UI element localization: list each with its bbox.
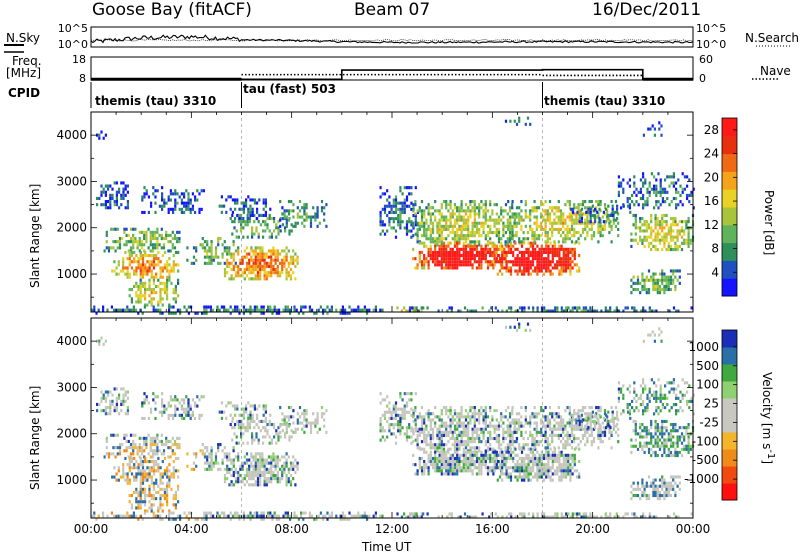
velocity-colorbar-ticklabel-6: -500 — [692, 453, 719, 467]
velocity-colorbar-swatch-2 — [722, 449, 737, 467]
velocity-colorbar-ticklabel-0: 1000 — [688, 340, 719, 354]
power-panel-cells — [91, 112, 695, 315]
xtick-label-5: 20:00 — [575, 522, 610, 536]
noise-ytick-left-bottom: 10^0 — [58, 38, 88, 51]
frequency-series — [91, 68, 693, 81]
velocity-ytick-1: 2000 — [56, 427, 87, 441]
power-colorbar-ticklabel-5: 24 — [704, 147, 719, 161]
noise-sky-series — [90, 34, 694, 44]
power-colorbar-ticklabel-2: 12 — [704, 218, 719, 232]
velocity-ytick-3: 4000 — [56, 334, 87, 348]
power-colorbar-swatch-9 — [722, 118, 737, 137]
freq-panel-frame — [90, 56, 694, 81]
velocity-colorbar-swatch-6 — [722, 381, 737, 399]
velocity-colorbar-swatch-4 — [722, 415, 737, 433]
xtick-label-1: 04:00 — [174, 522, 209, 536]
power-colorbar-swatch-7 — [722, 153, 737, 172]
velocity-colorbar-swatch-3 — [722, 432, 737, 450]
power-colorbar-swatch-2 — [722, 242, 737, 261]
power-colorbar-swatch-1 — [722, 260, 737, 279]
velocity-colorbar-ticklabel-7: -1000 — [684, 472, 719, 486]
velocity-colorbar-frame — [721, 329, 738, 501]
velocity-colorbar-swatch-5 — [722, 398, 737, 416]
velocity-panel-cells — [91, 318, 695, 521]
freq-ytick-bottom: 8 — [79, 72, 86, 85]
nave-ytick-bottom: 0 — [699, 72, 706, 85]
power-colorbar-label: Power [dB] — [762, 190, 776, 256]
freq-ytick-top: 18 — [72, 53, 86, 66]
velocity-colorbar-ticklabel-3: 25 — [704, 397, 719, 411]
noise-ytick-right-bottom: 10^0 — [696, 38, 726, 51]
power-colorbar-swatch-8 — [722, 135, 737, 155]
nave-ytick-top: 60 — [699, 53, 713, 66]
power-ylabel: Slant Range [km] — [28, 183, 42, 288]
velocity-colorbar-ticklabel-4: -25 — [699, 415, 719, 429]
power-colorbar-swatch-4 — [722, 207, 737, 226]
cpid-mode-1: themis (tau) 3310 — [95, 94, 217, 108]
velocity-ylabel: Slant Range [km] — [28, 385, 42, 490]
noise-search-series — [90, 39, 694, 42]
velocity-colorbar-swatch-1 — [722, 466, 737, 484]
power-colorbar-swatch-6 — [722, 171, 737, 190]
power-colorbar-ticklabel-3: 16 — [704, 194, 719, 208]
velocity-colorbar-ticklabel-1: 500 — [696, 359, 719, 373]
nsearch-label: N.Search — [745, 31, 800, 45]
cpid-label: CPID — [8, 86, 41, 100]
power-colorbar-swatch-0 — [722, 278, 737, 297]
velocity-ytick-2: 3000 — [56, 380, 87, 394]
velocity-colorbar-swatch-8 — [722, 347, 737, 365]
velocity-colorbar-ticklabel-2: 100 — [696, 378, 719, 392]
velocity-colorbar-swatch-9 — [722, 330, 737, 348]
power-ytick-0: 1000 — [56, 267, 87, 281]
cpid-mode-2: tau (fast) 503 — [243, 82, 336, 96]
power-colorbar-ticklabel-4: 20 — [704, 170, 719, 184]
power-colorbar-ticklabel-1: 8 — [711, 242, 719, 256]
cpid-mode-3: themis (tau) 3310 — [544, 94, 666, 108]
xtick-label-2: 08:00 — [274, 522, 309, 536]
freq-label: Freq. — [12, 54, 42, 68]
power-colorbar-swatch-3 — [722, 224, 737, 244]
beam-title: Beam 07 — [354, 0, 431, 20]
velocity-ytick-0: 1000 — [56, 473, 87, 487]
velocity-colorbar-label: Velocity [m s-1] — [760, 372, 776, 464]
freq-unit-label: [MHz] — [6, 66, 42, 80]
velocity-colorbar-ticklabel-5: -100 — [692, 434, 719, 448]
xtick-label-4: 16:00 — [475, 522, 510, 536]
power-ytick-3: 4000 — [56, 128, 87, 142]
power-colorbar-swatch-5 — [722, 189, 737, 208]
power-ytick-1: 2000 — [56, 221, 87, 235]
xtick-label-3: 12:00 — [375, 522, 410, 536]
power-colorbar-frame — [721, 117, 738, 297]
power-colorbar-ticklabel-6: 28 — [704, 123, 719, 137]
nave-label: Nave — [760, 64, 791, 78]
power-ytick-2: 3000 — [56, 174, 87, 188]
noise-ytick-left-top: 10^5 — [58, 22, 88, 35]
noise-panel-frame — [90, 26, 694, 48]
power-colorbar-ticklabel-0: 4 — [711, 265, 719, 279]
xtick-label-6: 00:00 — [676, 522, 711, 536]
velocity-colorbar-swatch-0 — [722, 483, 737, 501]
station-title: Goose Bay (fitACF) — [92, 0, 252, 20]
velocity-colorbar-swatch-7 — [722, 364, 737, 382]
xtick-label-0: 00:00 — [74, 522, 109, 536]
date-title: 16/Dec/2011 — [592, 0, 702, 20]
x-axis-label: Time UT — [362, 540, 412, 554]
noise-ytick-right-top: 10^5 — [696, 22, 726, 35]
nsky-label: N.Sky — [6, 31, 41, 45]
